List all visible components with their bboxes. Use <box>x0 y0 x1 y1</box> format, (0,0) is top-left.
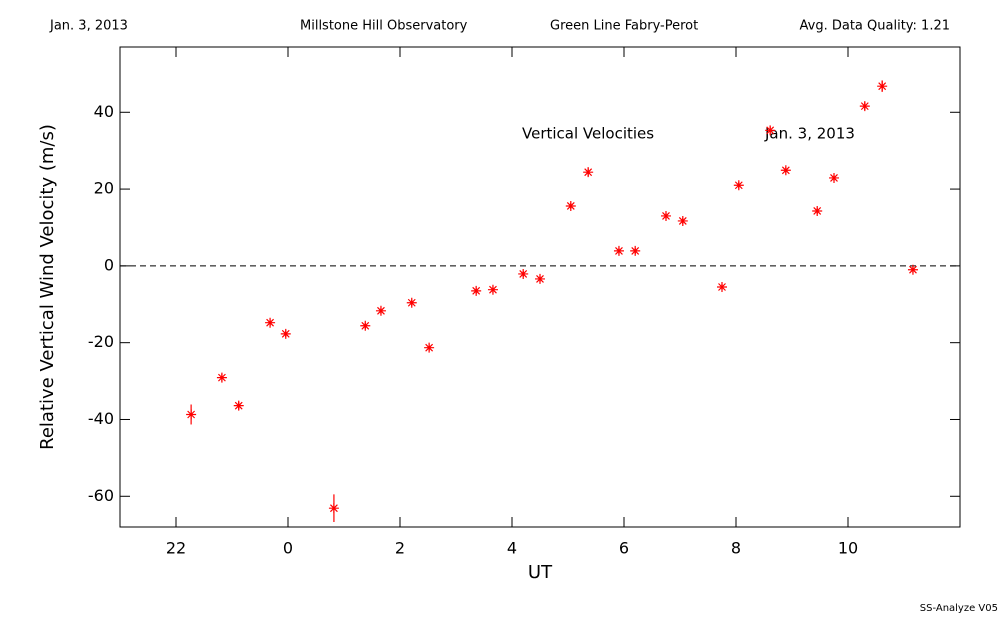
data-point <box>877 81 888 92</box>
footer: SS-Analyze V05 <box>920 603 998 614</box>
y-axis-label: Relative Vertical Wind Velocity (m/s) <box>37 124 58 450</box>
header-instrument: Green Line Fabry-Perot <box>550 19 698 34</box>
data-point <box>630 245 641 256</box>
data-point <box>733 180 744 191</box>
annotation: Jan. 3, 2013 <box>764 125 855 143</box>
data-point <box>487 284 498 295</box>
x-tick-label: 8 <box>731 539 741 558</box>
data-point <box>360 320 371 331</box>
y-tick-label: 20 <box>94 179 114 198</box>
x-tick-label: 0 <box>283 539 293 558</box>
x-tick-label: 2 <box>395 539 405 558</box>
x-axis-label: UT <box>528 562 553 583</box>
data-point <box>812 205 823 216</box>
data-point <box>406 297 417 308</box>
data-point <box>583 167 594 178</box>
data-point <box>424 342 435 353</box>
data-point <box>328 503 339 514</box>
data-point <box>717 282 727 292</box>
data-point <box>375 305 386 316</box>
data-point <box>233 400 244 411</box>
x-tick-label: 4 <box>507 539 517 558</box>
y-tick-label: -60 <box>88 486 114 505</box>
data-point <box>518 268 529 279</box>
data-point <box>907 264 918 275</box>
x-tick-label: 6 <box>619 539 629 558</box>
data-point <box>186 409 197 420</box>
x-tick-label: 22 <box>166 539 186 558</box>
data-point <box>535 273 545 284</box>
data-point <box>829 172 839 183</box>
header-site: Millstone Hill Observatory <box>300 19 468 34</box>
y-tick-label: 0 <box>104 255 114 274</box>
data-point <box>677 215 688 226</box>
x-tick-label: 10 <box>838 539 858 558</box>
data-point <box>661 210 671 221</box>
data-point <box>765 125 776 136</box>
header-date: Jan. 3, 2013 <box>49 19 128 34</box>
y-tick-label: -40 <box>88 409 114 428</box>
data-point <box>280 328 291 339</box>
data-point <box>471 285 482 296</box>
annotation: Vertical Velocities <box>522 125 654 143</box>
data-point <box>265 317 276 328</box>
data-point <box>859 101 870 112</box>
data-point <box>780 165 791 176</box>
data-point <box>565 200 576 211</box>
y-tick-label: 40 <box>94 102 114 121</box>
data-point <box>216 372 227 383</box>
plot-frame <box>119 46 961 528</box>
data-point <box>613 245 624 256</box>
header-quality: Avg. Data Quality: 1.21 <box>800 19 950 34</box>
y-tick-label: -20 <box>88 332 114 351</box>
